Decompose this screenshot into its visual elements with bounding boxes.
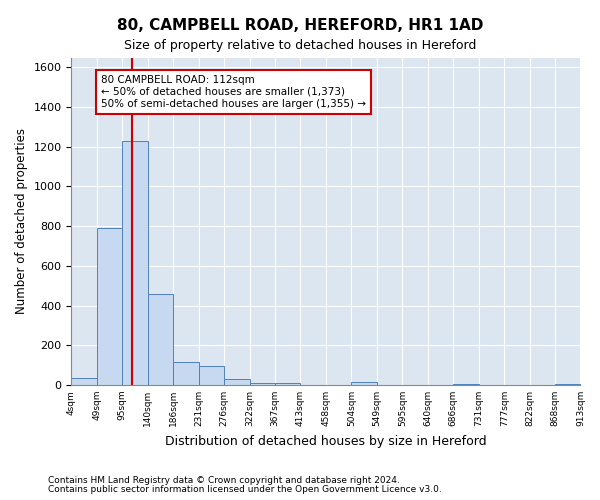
Y-axis label: Number of detached properties: Number of detached properties — [15, 128, 28, 314]
Text: Contains HM Land Registry data © Crown copyright and database right 2024.: Contains HM Land Registry data © Crown c… — [48, 476, 400, 485]
Bar — [173, 362, 199, 385]
Bar — [275, 384, 301, 385]
Bar — [97, 228, 122, 385]
Bar — [555, 384, 580, 385]
Text: 80 CAMPBELL ROAD: 112sqm
← 50% of detached houses are smaller (1,373)
50% of sem: 80 CAMPBELL ROAD: 112sqm ← 50% of detach… — [101, 76, 366, 108]
Text: 80, CAMPBELL ROAD, HEREFORD, HR1 1AD: 80, CAMPBELL ROAD, HEREFORD, HR1 1AD — [117, 18, 483, 32]
Bar — [250, 383, 275, 385]
Bar — [71, 378, 97, 385]
Bar — [122, 141, 148, 385]
Bar — [199, 366, 224, 385]
Bar — [454, 384, 479, 385]
Text: Contains public sector information licensed under the Open Government Licence v3: Contains public sector information licen… — [48, 485, 442, 494]
Bar — [352, 382, 377, 385]
Bar — [148, 294, 173, 385]
Bar — [224, 379, 250, 385]
X-axis label: Distribution of detached houses by size in Hereford: Distribution of detached houses by size … — [165, 434, 487, 448]
Text: Size of property relative to detached houses in Hereford: Size of property relative to detached ho… — [124, 39, 476, 52]
